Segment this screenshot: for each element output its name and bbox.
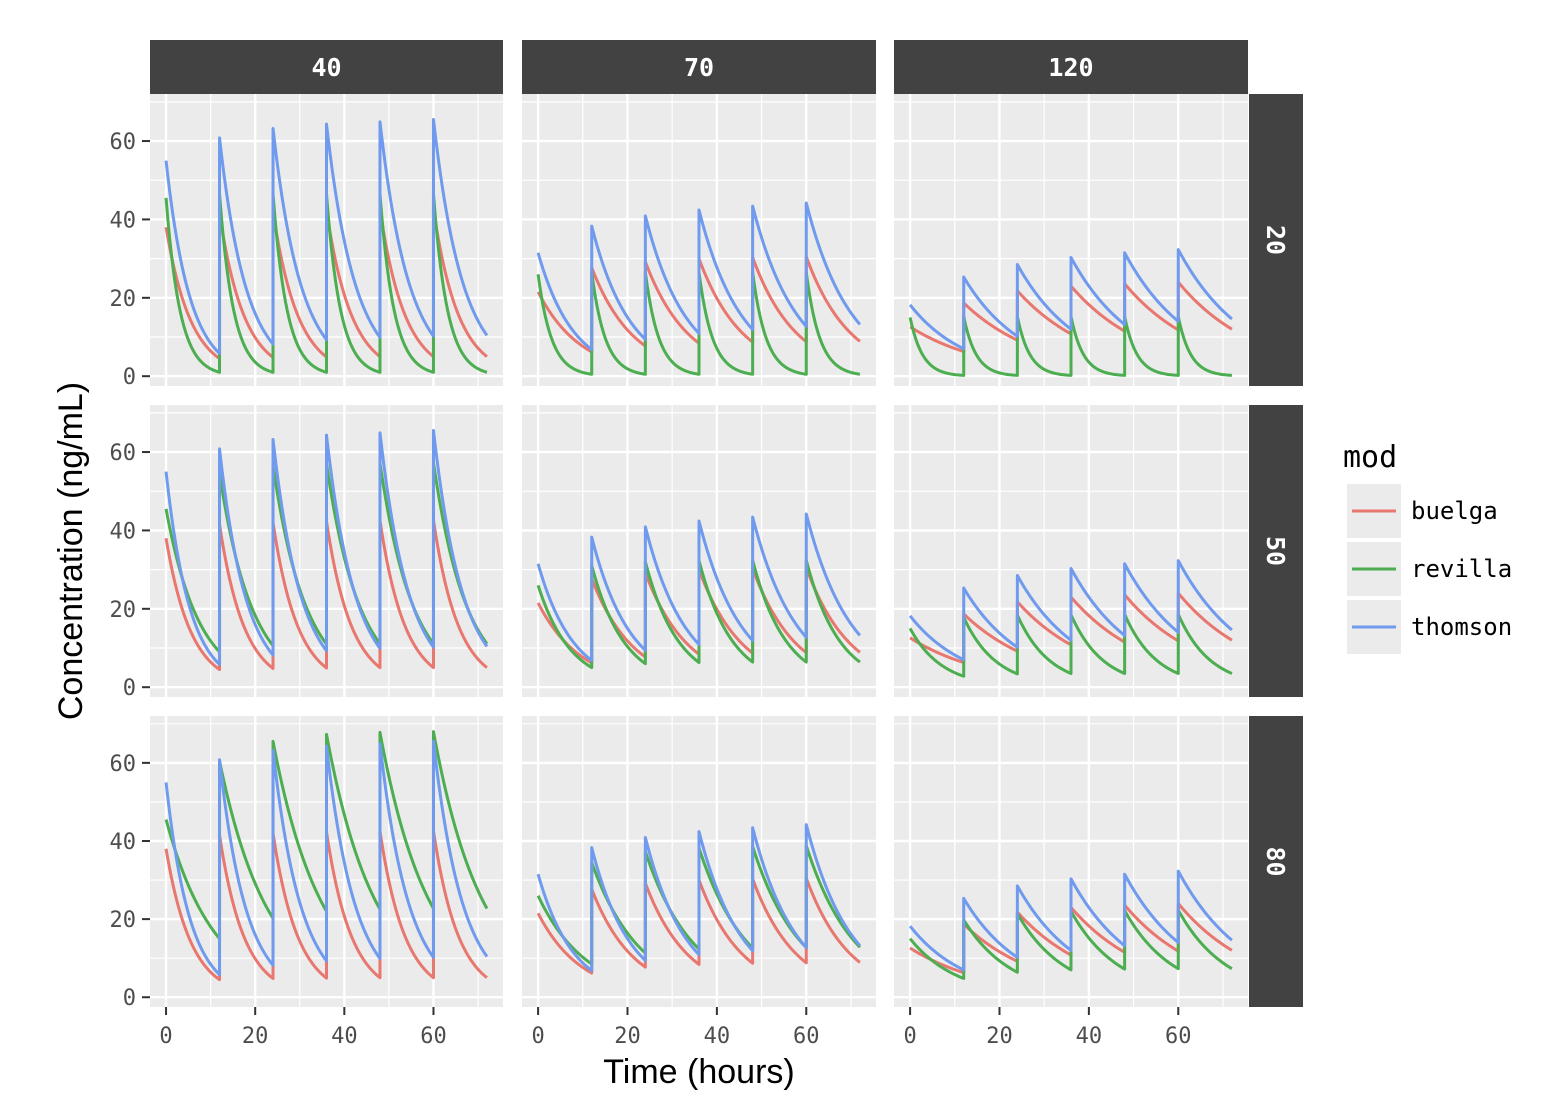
series-line-thomson xyxy=(908,248,1233,351)
y-tick-label: 0 xyxy=(123,676,136,701)
y-tick-label: 40 xyxy=(110,519,137,544)
series-line-thomson xyxy=(164,428,489,666)
x-tick-label: 40 xyxy=(331,1024,358,1049)
legend-label-revilla: revilla xyxy=(1411,555,1512,583)
row-strip-label: 50 xyxy=(1261,536,1290,566)
row-strip xyxy=(1249,94,1303,386)
y-tick-label: 0 xyxy=(123,986,136,1011)
series-line-thomson xyxy=(536,512,862,663)
legend: mod buelga revilla thomson xyxy=(1343,440,1512,654)
column-strip xyxy=(522,40,876,94)
column-strip-label: 70 xyxy=(684,53,714,82)
y-axis-title: Concentration (ng/mL) xyxy=(52,382,90,720)
column-strip xyxy=(150,40,503,94)
series-line-thomson xyxy=(536,201,862,352)
y-tick-label: 60 xyxy=(110,441,137,466)
y-tick-label: 20 xyxy=(110,598,137,623)
x-tick-label: 40 xyxy=(704,1024,731,1049)
series-line-thomson xyxy=(164,739,489,977)
x-tick-label: 20 xyxy=(986,1024,1013,1049)
row-strip xyxy=(1249,716,1303,1007)
column-strip xyxy=(894,40,1248,94)
legend-title: mod xyxy=(1343,440,1397,475)
y-tick-label: 60 xyxy=(110,130,137,155)
x-axis-title: Time (hours) xyxy=(603,1053,794,1091)
axes-layer: 0 20 40 60 0 20 40 60 0 20 40 60 0 20 40 60 0 20 40 60 0 20 40… xyxy=(110,130,1192,1049)
x-tick-label: 40 xyxy=(1076,1024,1103,1049)
x-tick-label: 20 xyxy=(614,1024,641,1049)
y-tick-label: 20 xyxy=(110,287,137,312)
x-tick-label: 60 xyxy=(420,1024,447,1049)
legend-label-buelga: buelga xyxy=(1411,497,1498,525)
column-strip-label: 40 xyxy=(311,53,341,82)
x-tick-label: 0 xyxy=(159,1024,172,1049)
series-line-thomson xyxy=(164,117,489,355)
x-tick-label: 60 xyxy=(793,1024,820,1049)
column-strip-label: 120 xyxy=(1048,53,1093,82)
y-tick-label: 40 xyxy=(110,830,137,855)
legend-label-thomson: thomson xyxy=(1411,613,1512,641)
y-tick-label: 0 xyxy=(123,365,136,390)
row-strip-label: 80 xyxy=(1261,846,1290,876)
x-tick-label: 0 xyxy=(903,1024,916,1049)
series-line-thomson xyxy=(536,823,862,973)
panels-layer xyxy=(150,94,1248,1007)
y-tick-label: 20 xyxy=(110,908,137,933)
series-line-thomson xyxy=(908,559,1233,662)
series-line-thomson xyxy=(908,869,1233,972)
strips-layer: 40 70 120 20 50 80 xyxy=(150,40,1303,1007)
y-tick-label: 40 xyxy=(110,208,137,233)
y-tick-label: 60 xyxy=(110,752,137,777)
x-tick-label: 60 xyxy=(1165,1024,1192,1049)
x-tick-label: 0 xyxy=(531,1024,544,1049)
x-tick-label: 20 xyxy=(242,1024,269,1049)
row-strip xyxy=(1249,405,1303,697)
row-strip-label: 20 xyxy=(1261,225,1290,255)
